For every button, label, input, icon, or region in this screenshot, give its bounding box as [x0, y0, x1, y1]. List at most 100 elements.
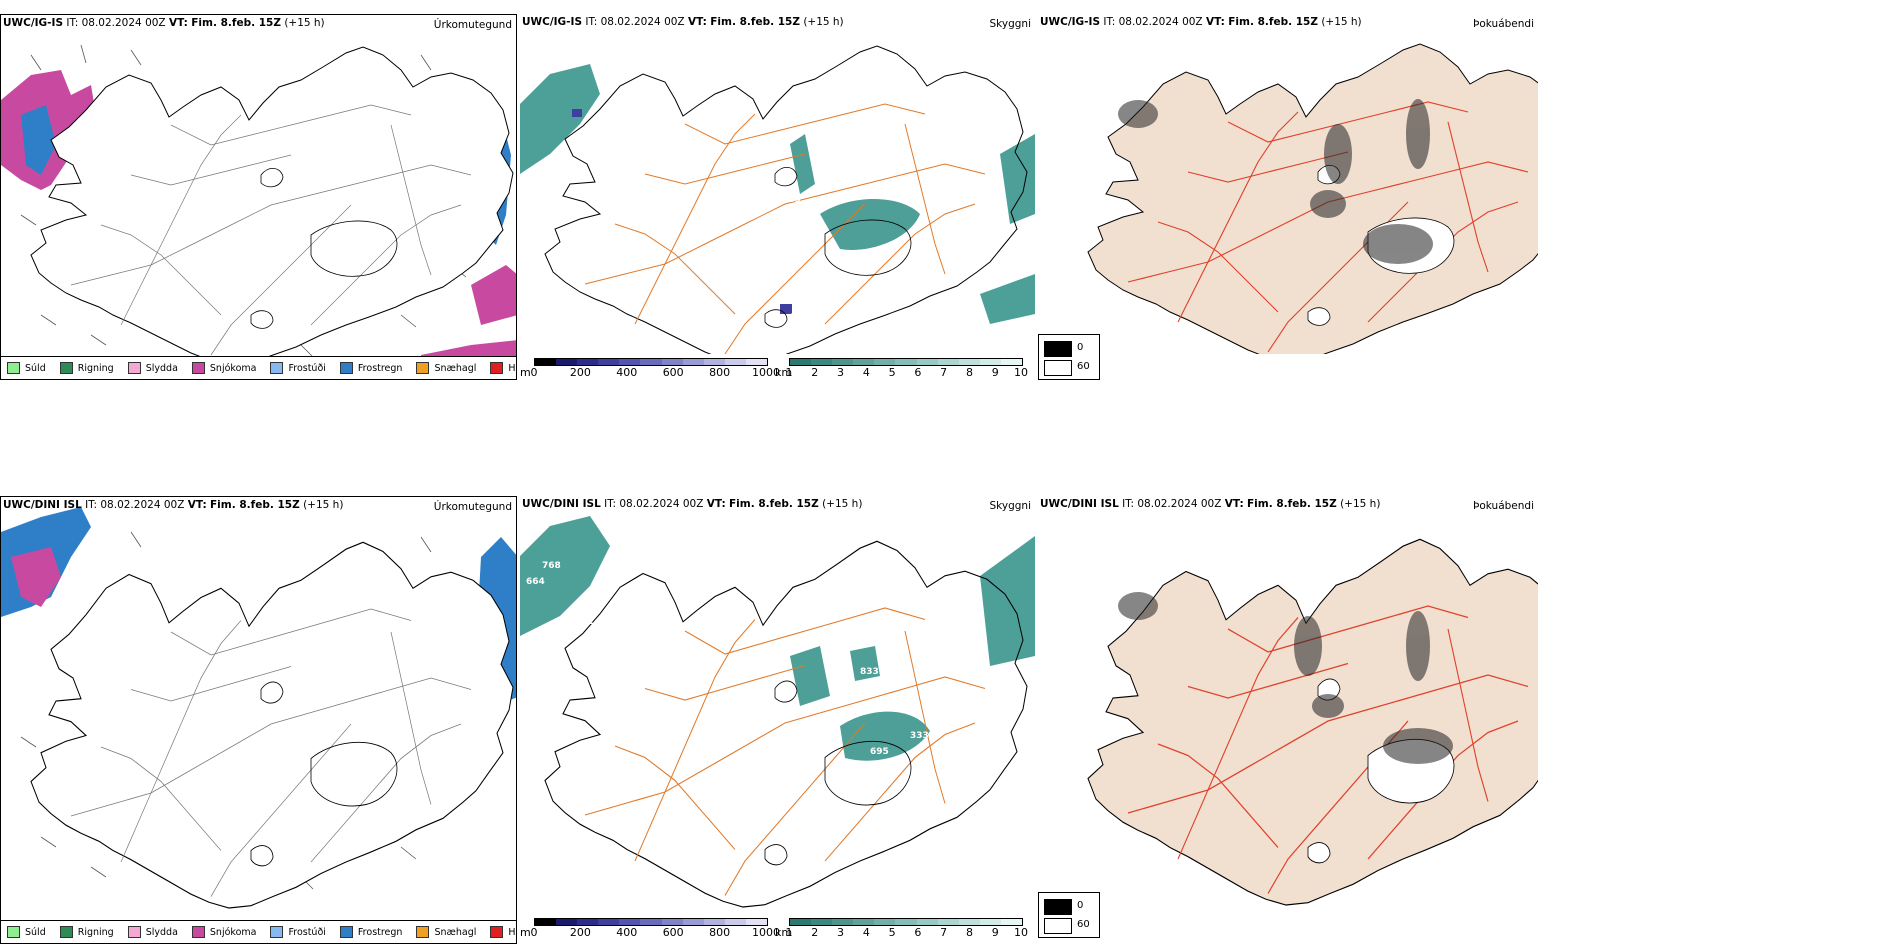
- colorbar-tick: 1000: [752, 366, 780, 379]
- precip-panel-row2: UWC/DINI ISL IT: 08.02.2024 00Z VT: Fim.…: [0, 496, 517, 944]
- fog-fields: [1118, 592, 1453, 764]
- precip-panel-row1: UWC/IG-IS IT: 08.02.2024 00Z VT: Fim. 8.…: [0, 14, 517, 380]
- colorbar-unit: m: [520, 926, 531, 939]
- legend-swatch: [7, 362, 20, 374]
- colorbar-tick: 600: [662, 926, 684, 939]
- fog-panel-row2: UWC/DINI ISL IT: 08.02.2024 00Z VT: Fim.…: [1038, 496, 1538, 944]
- colorbar-tick: 800: [709, 366, 731, 379]
- colorbar-tick: 2: [811, 926, 819, 939]
- panel-header: UWC/DINI ISL IT: 08.02.2024 00Z VT: Fim.…: [1040, 498, 1381, 510]
- legend-label: Slydda: [145, 926, 178, 938]
- colorbar-unit: km: [775, 366, 793, 379]
- panel-title: Þokuábendi: [1473, 18, 1534, 30]
- colorbar-tick: 5: [888, 366, 896, 379]
- panel-header: UWC/IG-IS IT: 08.02.2024 00Z VT: Fim. 8.…: [1040, 16, 1362, 28]
- precip-legend: Súld Rigning Slydda Snjókoma Frostúði Frostre…: [1, 356, 516, 379]
- map-label: 664: [526, 577, 545, 587]
- legend-label: Snjókoma: [209, 926, 257, 938]
- legend-swatch: [59, 362, 73, 374]
- legend-swatch: [339, 926, 353, 938]
- fog-map-row1: [1087, 43, 1538, 354]
- colorbar-tick: 9: [991, 926, 999, 939]
- legend-item: Slydda: [127, 926, 178, 938]
- legend-swatch: [191, 926, 205, 938]
- fog-panel-row1: UWC/IG-IS IT: 08.02.2024 00Z VT: Fim. 8.…: [1038, 14, 1538, 380]
- colorbar-tick: 10: [1014, 926, 1028, 939]
- colorbar-tick: 1: [785, 366, 793, 379]
- cloud-base-colorbar: m 0 200 400 600 800 1000: [520, 354, 780, 380]
- colorbar-tick: 8: [965, 366, 973, 379]
- legend-swatch: [191, 362, 205, 374]
- colorbar-tick: 1000: [752, 926, 780, 939]
- precip-fields: [1, 70, 516, 379]
- fog-scale-low: 60: [1077, 919, 1090, 930]
- colorbar-tick: 200: [569, 366, 591, 379]
- legend-swatch: [127, 362, 141, 374]
- colorbar-tick: 10: [1014, 366, 1028, 379]
- legend-label: Haglél: [508, 362, 516, 374]
- legend-label: Haglél: [508, 926, 516, 938]
- colorbar-tick: 600: [662, 366, 684, 379]
- colorbar-tick: 8: [965, 926, 973, 939]
- legend-swatch: [270, 362, 284, 374]
- colorbar-unit: km: [775, 926, 793, 939]
- colorbar-strip: [534, 358, 768, 366]
- legend-swatch: [416, 362, 430, 374]
- cloud-panel-row2: 768 664 732 833 695 333 UWC/DINI ISL IT:…: [520, 496, 1035, 944]
- colorbar-tick: 400: [616, 926, 638, 939]
- visibility-colorbar: km 1 2 3 4 5 6 7 8 9 10: [775, 354, 1035, 380]
- panel-header: UWC/IG-IS IT: 08.02.2024 00Z VT: Fim. 8.…: [3, 17, 325, 29]
- map-label: 732: [575, 617, 594, 627]
- legend-item: Rigning: [59, 362, 114, 374]
- colorbar-tick: 4: [862, 926, 870, 939]
- legend-label: Slydda: [145, 362, 178, 374]
- colorbar-tick: 0: [530, 926, 538, 939]
- colorbar-tick: 3: [837, 926, 845, 939]
- iceland-coast: [544, 540, 1028, 908]
- legend-label: Frostregn: [357, 362, 403, 374]
- legend-swatch: [416, 926, 430, 938]
- panel-title: Úrkomutegund: [433, 19, 512, 31]
- legend-item: Snjókoma: [191, 362, 257, 374]
- legend-item: Frostúði: [270, 362, 326, 374]
- fog-scale: 0 60: [1038, 334, 1100, 380]
- colorbar-strip: [534, 918, 768, 926]
- legend-label: Snæhagl: [434, 362, 477, 374]
- visibility-colorbar: km 1 2 3 4 5 6 7 8 9 10: [775, 914, 1035, 944]
- legend-label: Frostúði: [288, 926, 326, 938]
- fog-fields: [1118, 99, 1433, 264]
- legend-label: Rigning: [77, 926, 114, 938]
- map-label: 333: [910, 731, 929, 741]
- legend-item: Frostúði: [270, 926, 326, 938]
- colorbar-tick: 400: [616, 366, 638, 379]
- legend-label: Snjókoma: [209, 362, 257, 374]
- colorbar-tick: 200: [569, 926, 591, 939]
- legend-item: Haglél: [490, 926, 516, 938]
- legend-swatch: [127, 926, 141, 938]
- cloud-map-row1: 183 222 269 431: [520, 45, 1035, 354]
- precip-map-row2: [1, 507, 516, 909]
- legend-label: Frostúði: [288, 362, 326, 374]
- colorbar-tick: 2: [811, 366, 819, 379]
- colorbar-tick: 9: [991, 366, 999, 379]
- fog-scale: 0 60: [1038, 892, 1100, 938]
- legend-swatch: [490, 362, 504, 374]
- cloud-base-fields: [572, 109, 792, 314]
- cloud-map-row2: 768 664 732 833 695 333: [520, 516, 1035, 908]
- legend-swatch: [339, 362, 353, 374]
- legend-label: Rigning: [77, 362, 114, 374]
- legend-item: Súld: [7, 926, 46, 938]
- iceland-coast: [30, 46, 514, 366]
- iceland-coast: [1087, 538, 1538, 906]
- legend-swatch: [270, 926, 284, 938]
- colorbar-tick: 4: [862, 366, 870, 379]
- panel-title: Skyggni: [989, 18, 1032, 30]
- legend-label: Súld: [25, 926, 46, 938]
- colorbar-tick: 5: [888, 926, 896, 939]
- cloud-base-colorbar: m 0 200 400 600 800 1000: [520, 914, 780, 944]
- legend-item: Súld: [7, 362, 46, 374]
- legend-label: Súld: [25, 362, 46, 374]
- map-label: 222: [810, 151, 829, 161]
- cloud-labels: 768 664 732 833 695 333: [526, 561, 929, 757]
- visibility-fields: [520, 64, 1035, 324]
